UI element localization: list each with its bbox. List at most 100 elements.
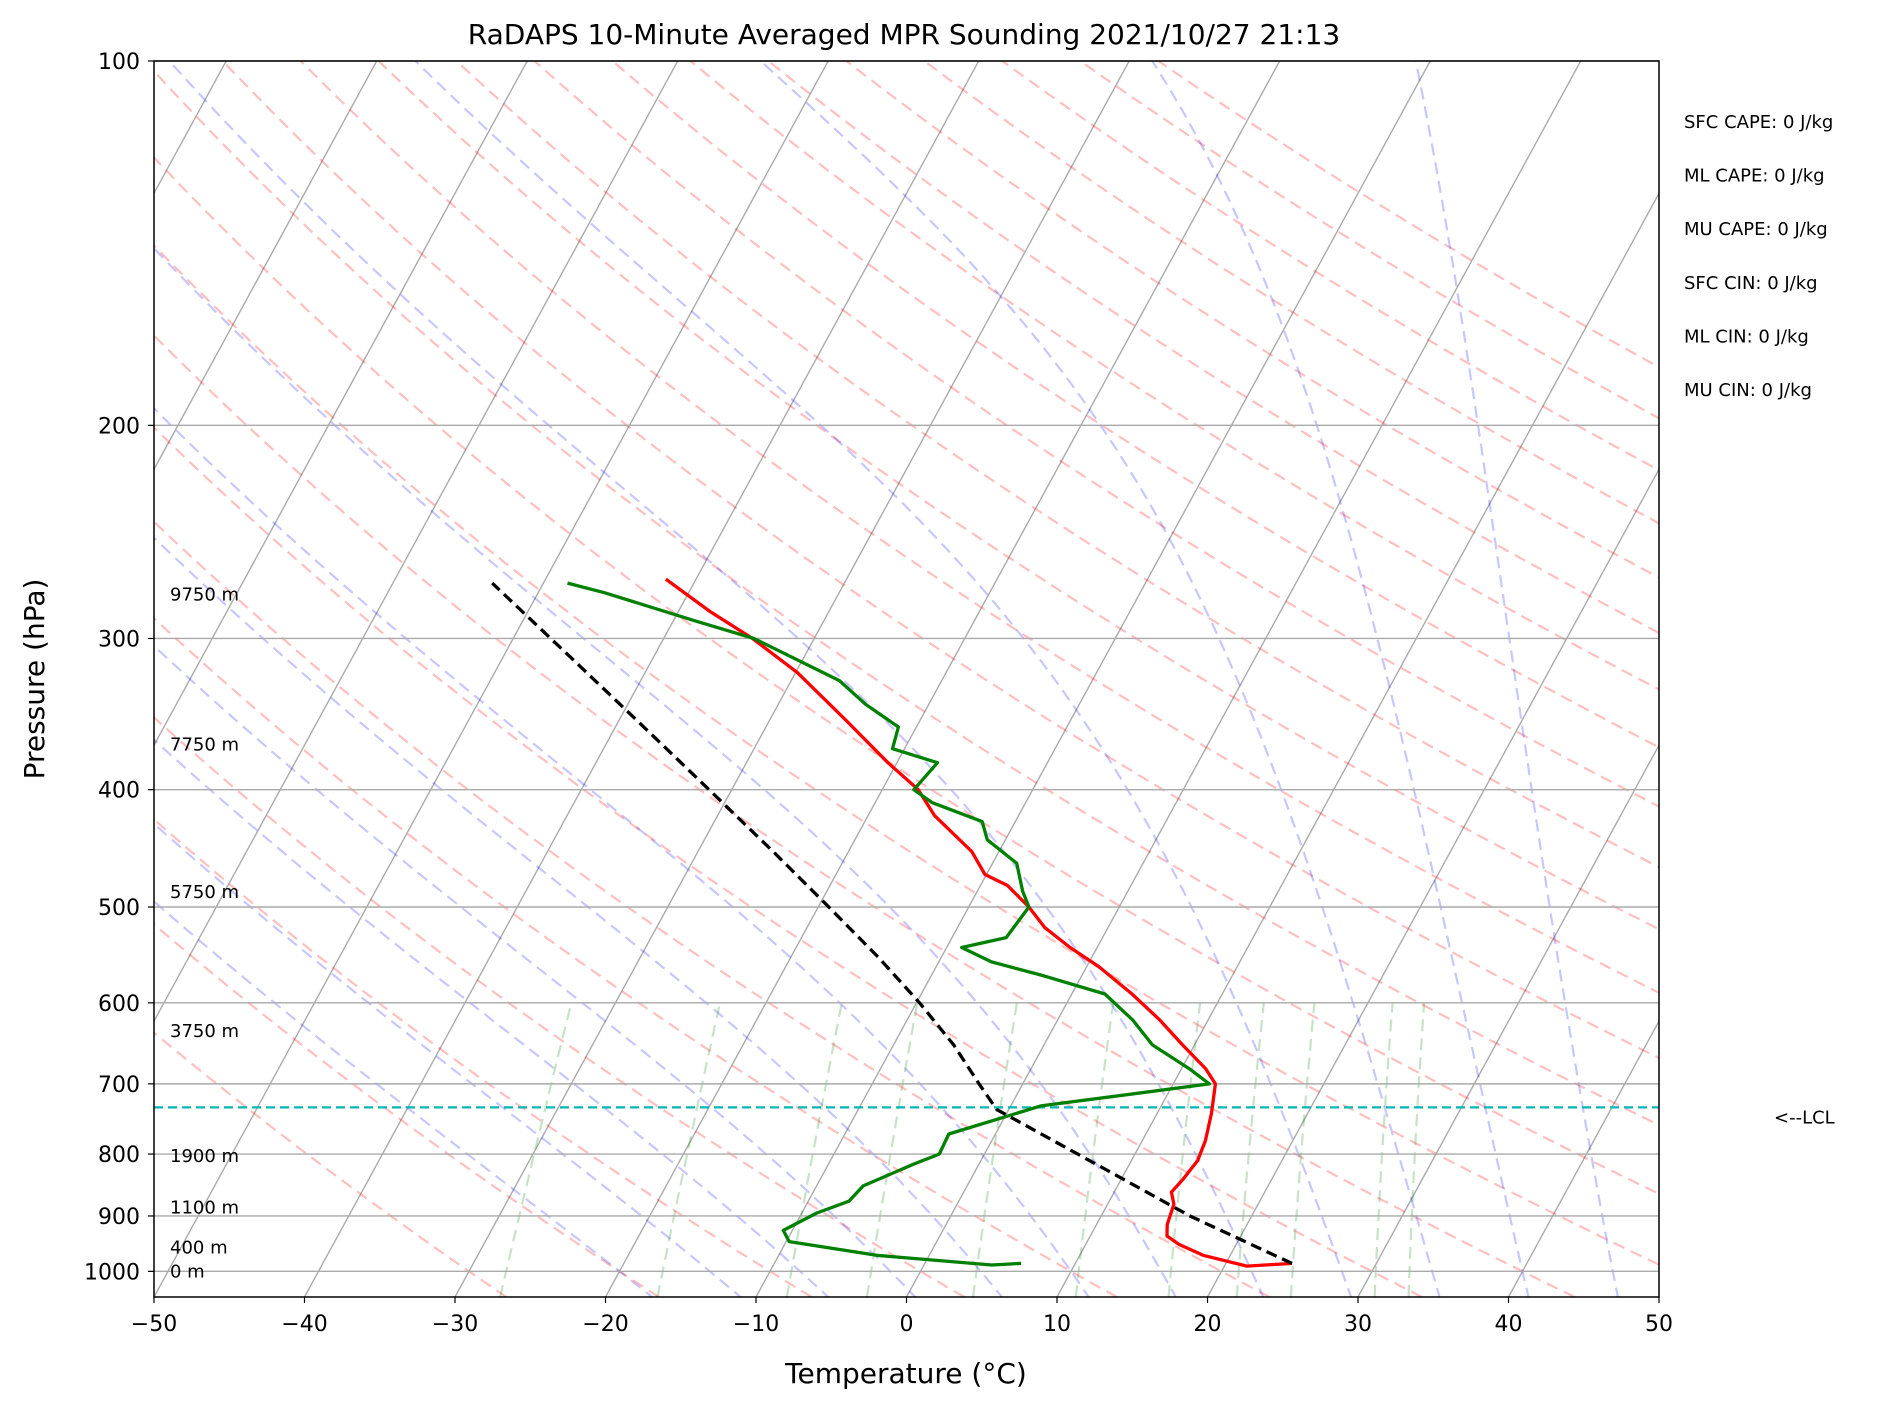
x-tick-label: 30 (1344, 1312, 1372, 1337)
isotherm-line (1056, 191, 1659, 1297)
y-tick-label: 100 (98, 50, 140, 75)
plot-frame (153, 60, 1660, 1298)
dry-adiabat-line (689, 61, 1659, 691)
height-label: 400 m (170, 1238, 228, 1259)
isotherm-line (154, 61, 528, 747)
moist-adiabat-line (154, 822, 743, 1297)
x-tick-label: −40 (281, 1312, 327, 1337)
chart-title: RaDAPS 10-Minute Averaged MPR Sounding 2… (468, 18, 1340, 51)
dry-adiabat-line (611, 61, 1659, 749)
x-axis-title: Temperature (°C) (784, 1357, 1027, 1390)
dry-adiabat-line (455, 61, 1659, 869)
dry-adiabat-line (767, 61, 1659, 635)
height-label: 7750 m (170, 734, 239, 755)
moist-adiabat-line (154, 900, 654, 1297)
isotherm-line (154, 61, 378, 471)
mixing-ratio-line (499, 1002, 573, 1297)
mixing-ratio-line (971, 1002, 1018, 1297)
y-tick-label: 400 (98, 779, 140, 804)
height-label: 1100 m (170, 1198, 239, 1219)
mixing-ratio-line (1289, 1002, 1316, 1297)
isotherm-line (154, 61, 679, 1023)
y-tick-label: 900 (98, 1205, 140, 1230)
x-tick-label: 0 (900, 1312, 914, 1337)
isotherm-line (154, 61, 829, 1297)
dry-adiabat-line (154, 69, 1659, 1127)
height-labels: 9750 m 7750 m 5750 m 3750 m 1900 m 1100 m 400 … (170, 585, 239, 1283)
moist-adiabat-line (1151, 61, 1530, 1297)
x-tick-label: 40 (1495, 1312, 1523, 1337)
isotherm-line (1658, 1295, 1659, 1297)
isotherm-line (1507, 1019, 1659, 1297)
isotherm-line (1206, 467, 1659, 1297)
mixing-ratio-line (1167, 1002, 1202, 1297)
y-tick-label: 700 (98, 1073, 140, 1098)
height-label: 1900 m (170, 1146, 239, 1167)
dry-adiabat-line (154, 426, 1423, 1297)
background-lines (154, 61, 1659, 1297)
isotherm-line (905, 61, 1582, 1297)
isotherm-line (1357, 743, 1659, 1297)
lcl-label: <--LCL (1774, 1107, 1835, 1128)
moist-adiabat-line (154, 246, 1178, 1297)
isotherm-line (454, 61, 1130, 1297)
moist-adiabat-line (759, 61, 1441, 1297)
height-label: 3750 m (170, 1021, 239, 1042)
y-tick-label: 1000 (84, 1260, 140, 1285)
dry-adiabat-line (154, 333, 1576, 1297)
isotherm-line (604, 61, 1281, 1297)
mixing-ratio-line (1074, 1002, 1115, 1297)
pressure-grid (154, 60, 1659, 1273)
dry-adiabat-line (154, 155, 1659, 1196)
y-tick-label: 600 (98, 992, 140, 1017)
dry-adiabat-line (154, 715, 965, 1297)
parcel-profile-line (491, 581, 1293, 1265)
dry-adiabat-line (154, 520, 1270, 1297)
x-tick-label: 10 (1043, 1312, 1071, 1337)
mixing-ratio-line (1373, 1002, 1394, 1297)
dry-adiabat-line (154, 1031, 508, 1297)
temperature-profile-line (664, 577, 1293, 1268)
dry-adiabat-line (1157, 61, 1659, 369)
y-tick-label: 300 (98, 627, 140, 652)
dry-adiabat-line (221, 61, 1659, 1060)
mixing-ratio-line (865, 1002, 919, 1297)
moist-adiabat-line (154, 644, 917, 1297)
height-label: 0 m (170, 1261, 205, 1282)
moist-adiabat-line (154, 738, 830, 1297)
moist-adiabat-line (1414, 61, 1619, 1297)
dewpoint-profile-line (567, 581, 1212, 1267)
dry-adiabat-line (1001, 61, 1659, 472)
stat-mu-cin: MU CIN: 0 J/kg (1684, 380, 1812, 401)
moist-adiabat-line (154, 406, 1091, 1297)
dry-adiabat-line (154, 243, 1659, 1266)
height-label: 9750 m (170, 585, 239, 606)
height-label: 5750 m (170, 882, 239, 903)
x-tick-label: −10 (733, 1312, 779, 1337)
y-tick-label: 200 (98, 414, 140, 439)
x-tick-label: 50 (1645, 1312, 1673, 1337)
moist-adiabat-line (168, 61, 1265, 1297)
mixing-ratio-line (1235, 1002, 1265, 1297)
x-tick-label: −50 (131, 1312, 177, 1337)
stat-ml-cin: ML CIN: 0 J/kg (1684, 326, 1809, 347)
dry-adiabat-line (1079, 61, 1659, 420)
dry-adiabat-line (533, 61, 1659, 808)
isotherm-line (303, 61, 980, 1297)
dry-adiabat-line (154, 922, 660, 1297)
stat-sfc-cape: SFC CAPE: 0 J/kg (1684, 112, 1833, 133)
mixing-ratio-line (785, 1002, 843, 1297)
dry-adiabat-line (377, 61, 1659, 931)
moist-adiabat-line (154, 536, 1004, 1297)
mixing-ratio-line (656, 1002, 722, 1297)
y-tick-label: 800 (98, 1143, 140, 1168)
dry-adiabat-line (299, 61, 1659, 995)
dry-adiabat-line (154, 616, 1118, 1297)
sounding-lines (154, 577, 1659, 1268)
isotherm-line (755, 61, 1431, 1297)
dry-adiabat-line (923, 61, 1659, 525)
stat-sfc-cin: SFC CIN: 0 J/kg (1684, 273, 1818, 294)
y-tick-label: 500 (98, 896, 140, 921)
